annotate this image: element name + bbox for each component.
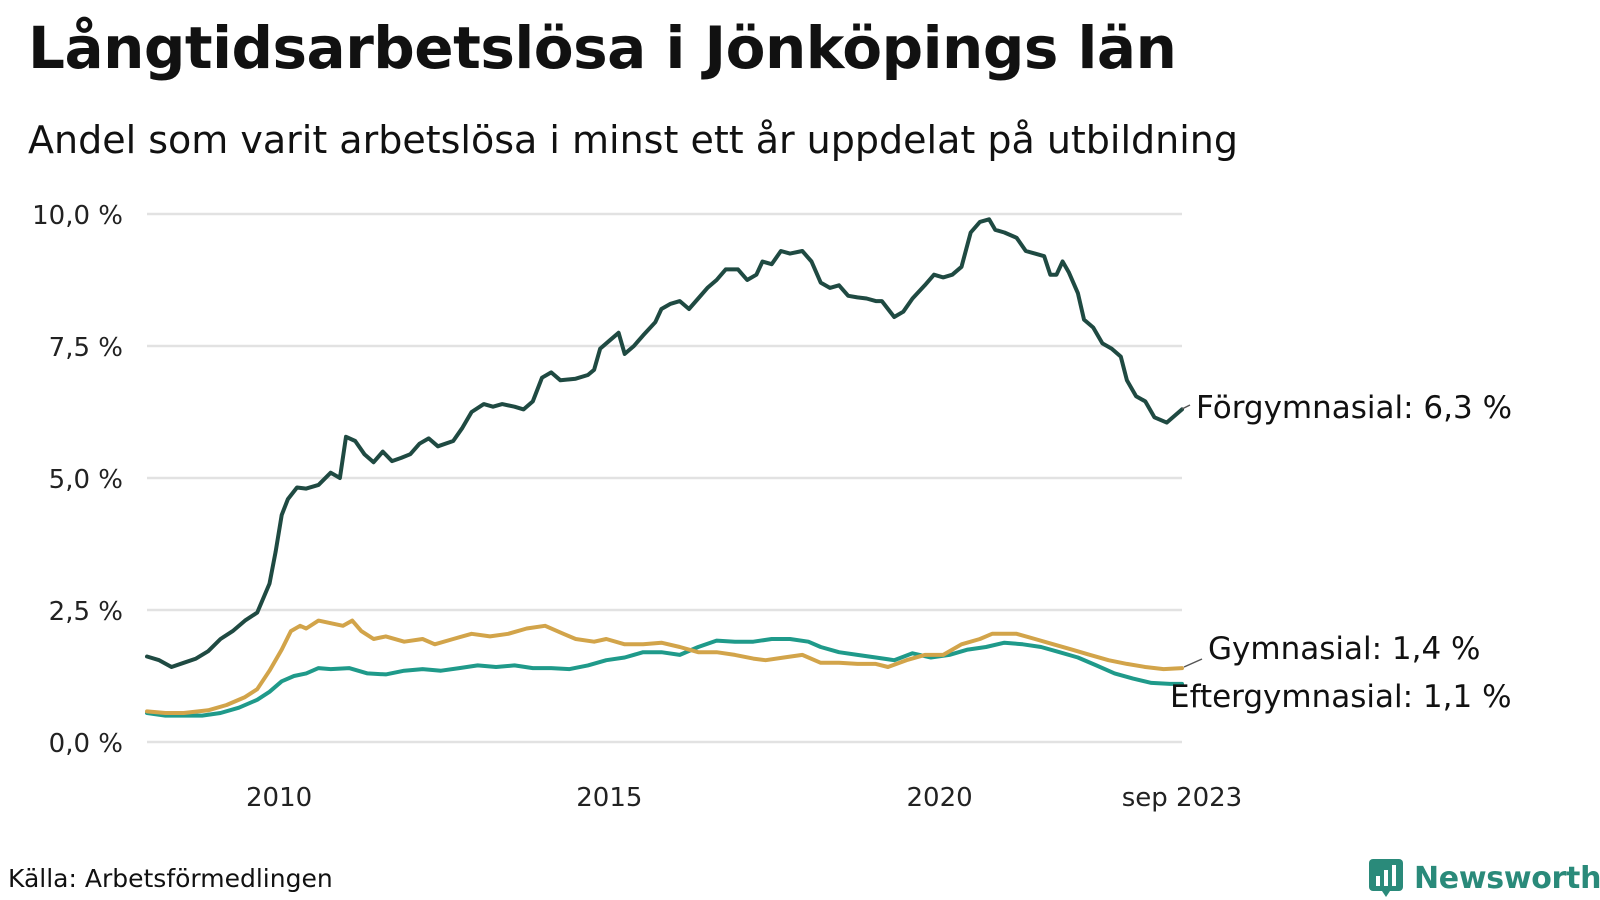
x-axis: 2010 2015 2020 sep 2023	[246, 783, 1242, 813]
x-tick-label: 2020	[907, 783, 973, 813]
series-end-label: Eftergymnasial: 1,1 %	[1170, 679, 1512, 715]
source-note: Källa: Arbetsförmedlingen	[8, 864, 333, 893]
chart-title: Långtidsarbetslösa i Jönköpings län	[28, 14, 1177, 82]
y-tick-label: 0,0 %	[49, 729, 123, 759]
newsworthy-logo: Newsworthy	[1368, 858, 1600, 898]
y-axis: 0,0 % 2,5 % 5,0 % 7,5 % 10,0 %	[32, 201, 123, 759]
series-line-eftergymnasial	[145, 637, 1184, 718]
series-end-label: Förgymnasial: 6,3 %	[1196, 390, 1512, 426]
series-labels: Förgymnasial: 6,3 % Gymnasial: 1,4 % Efter…	[1170, 390, 1512, 715]
y-tick-label: 7,5 %	[49, 333, 123, 363]
x-tick-label: 2010	[246, 783, 312, 813]
x-tick-label: 2015	[576, 783, 642, 813]
label-leader-line	[1183, 658, 1203, 668]
series-lines	[145, 217, 1184, 718]
chart-subtitle: Andel som varit arbetslösa i minst ett å…	[28, 118, 1239, 162]
y-tick-label: 5,0 %	[49, 465, 123, 495]
newsworthy-logo-text: Newsworthy	[1414, 860, 1600, 896]
label-leader-line	[1181, 404, 1191, 410]
line-chart: 0,0 % 2,5 % 5,0 % 7,5 % 10,0 % 2010 2015 2020 s…	[32, 201, 1512, 813]
y-tick-label: 2,5 %	[49, 597, 123, 627]
grid-lines	[147, 212, 1182, 744]
series-line-förgymnasial	[145, 217, 1184, 669]
series-line-gymnasial	[145, 618, 1184, 715]
series-end-label: Gymnasial: 1,4 %	[1208, 631, 1481, 667]
newsworthy-logo-icon	[1369, 859, 1403, 897]
y-tick-label: 10,0 %	[32, 201, 123, 231]
x-tick-label: sep 2023	[1122, 783, 1242, 813]
